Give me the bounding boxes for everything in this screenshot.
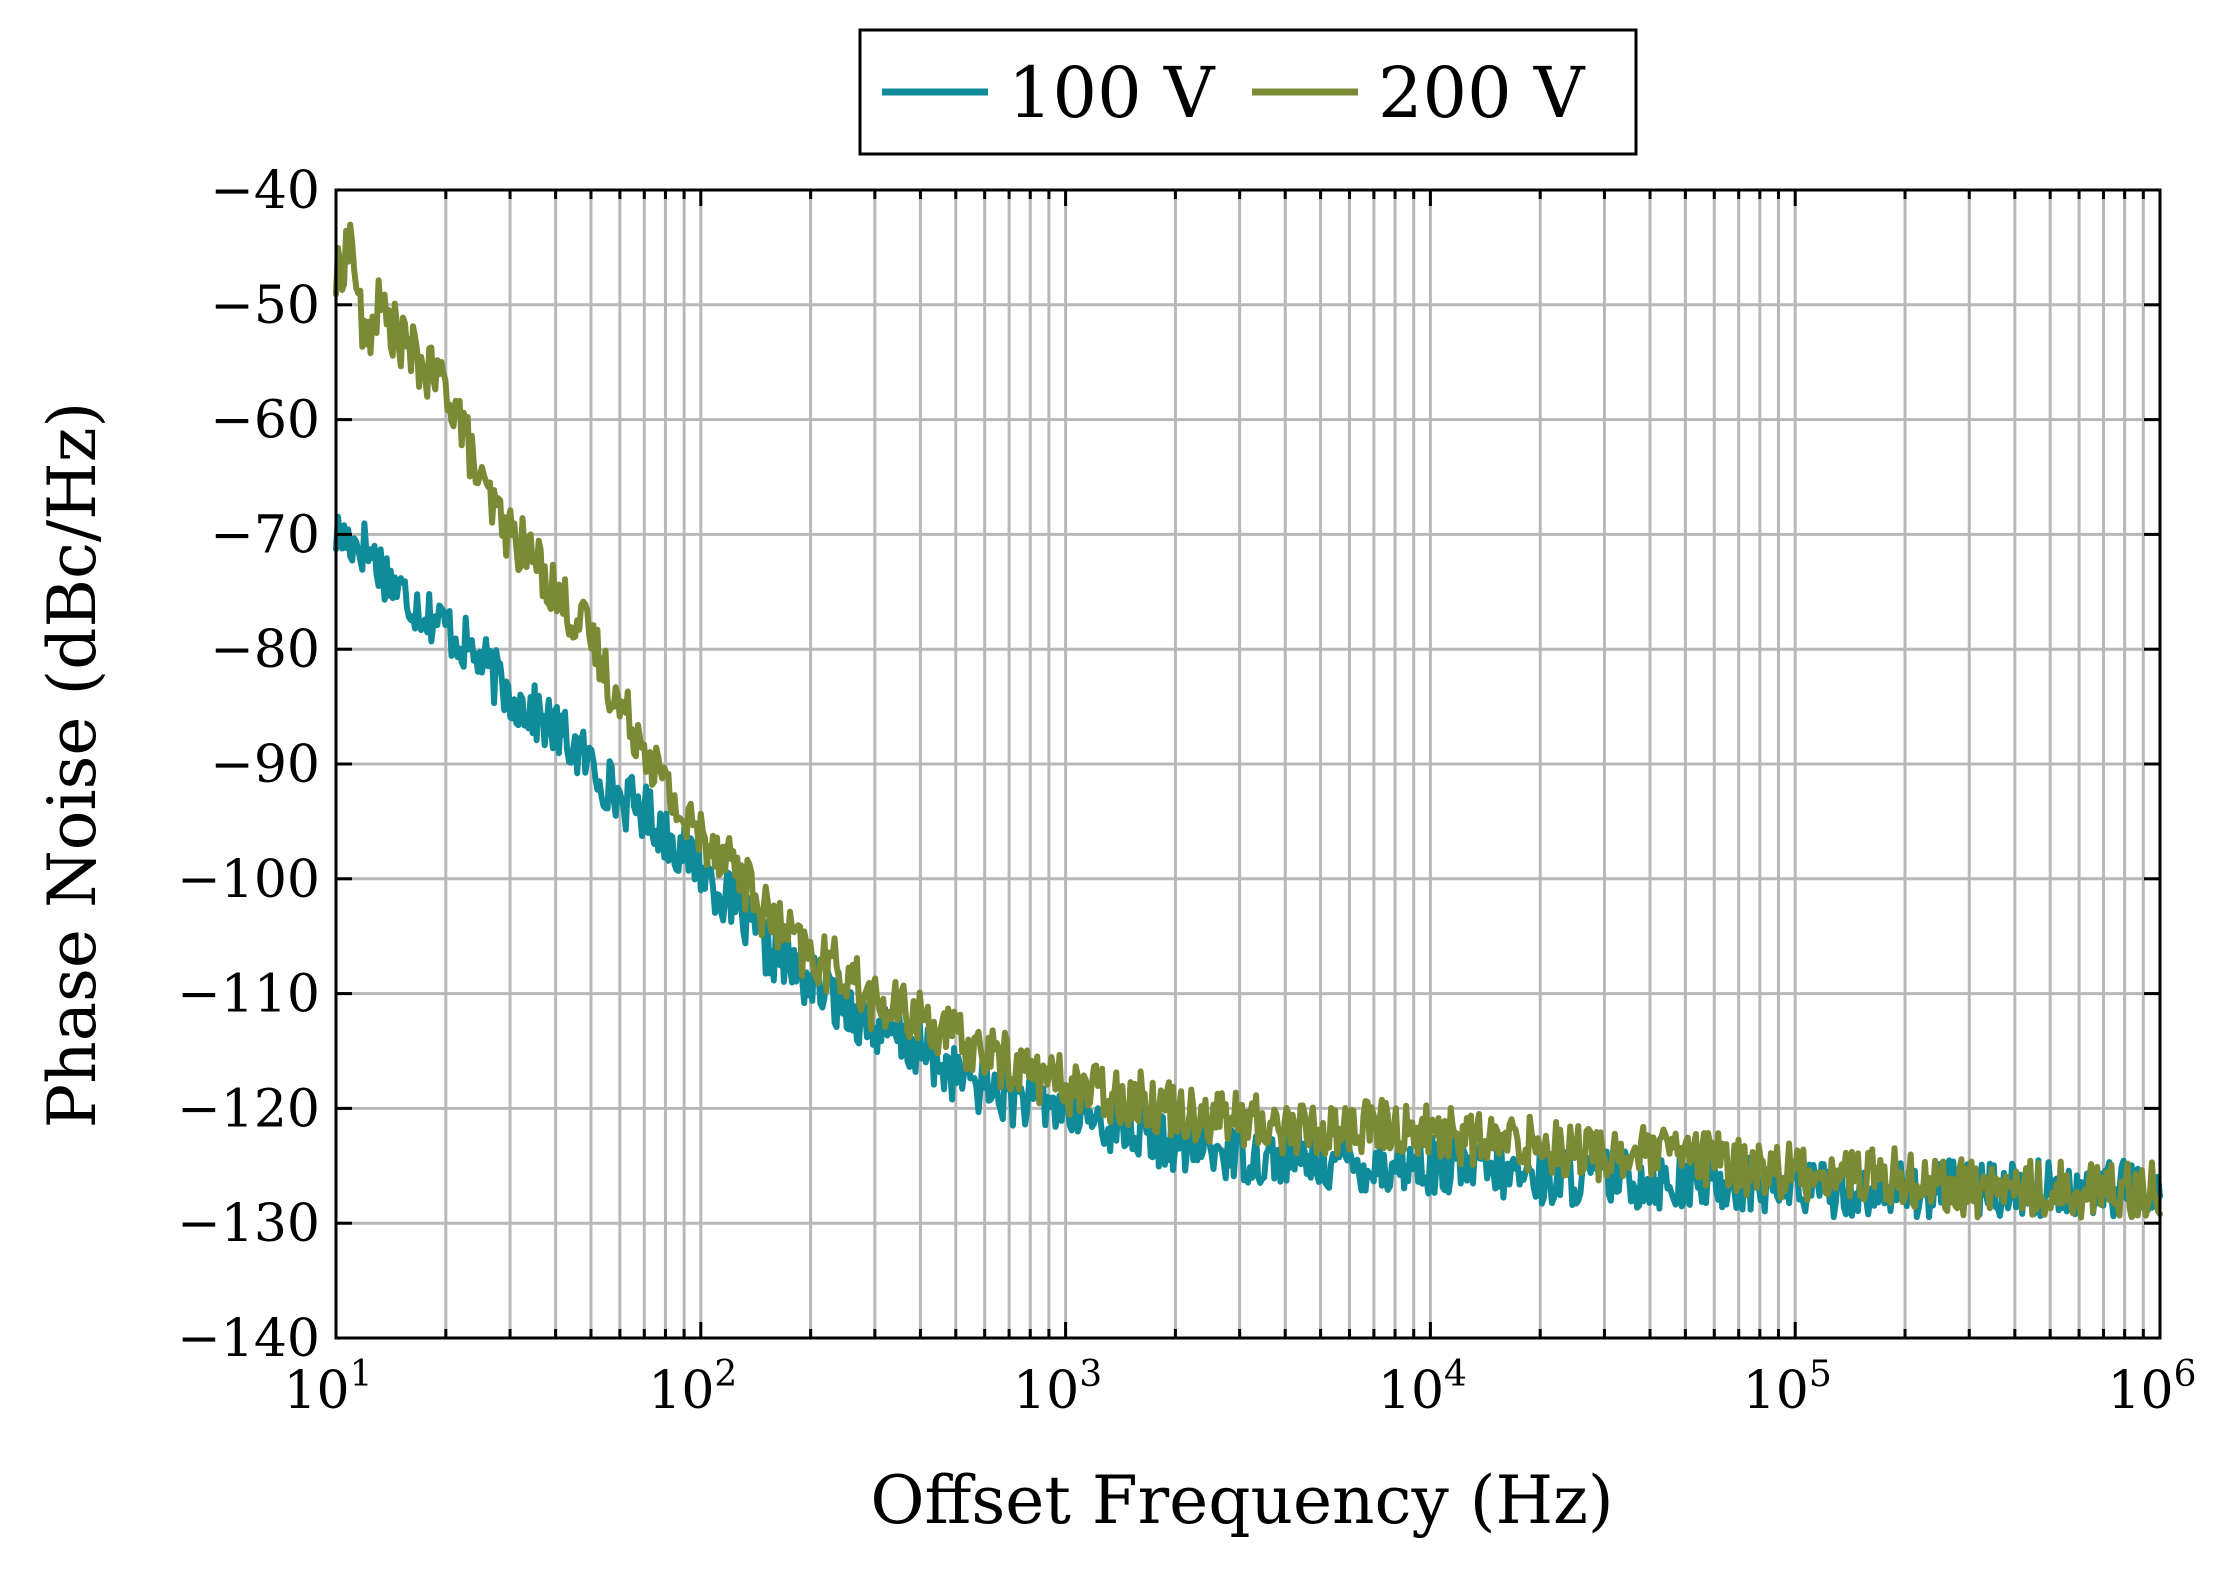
legend-box [858, 28, 1638, 156]
y-tick-label: −110 [177, 965, 320, 1025]
y-tick-label: −60 [210, 391, 320, 451]
legend: 100 V 200 V [858, 28, 1638, 156]
x-tick-label: 102 [648, 1354, 737, 1421]
y-tick-label: −70 [210, 505, 320, 565]
y-tick-label: −90 [210, 735, 320, 795]
y-axis-title: Phase Noise (dBc/Hz) [34, 402, 111, 1128]
legend-label-200v: 200 V [1378, 52, 1586, 134]
y-tick-label: −80 [210, 620, 320, 680]
x-tick-label: 104 [1378, 1354, 1467, 1421]
x-tick-label: 105 [1743, 1354, 1832, 1421]
y-tick-label: −100 [177, 850, 320, 910]
tick-marks [334, 188, 2160, 1340]
y-tick-labels: −40 −50 −60 −70 −80 −90 −100 −110 −120 −130 −140 [177, 161, 320, 1369]
x-tick-label: 101 [283, 1354, 372, 1421]
x-tick-label: 103 [1013, 1354, 1102, 1421]
x-tick-labels: 101 102 103 104 105 106 [283, 1354, 2196, 1421]
y-tick-label: −140 [177, 1309, 320, 1369]
y-tick-label: −50 [210, 276, 320, 336]
y-tick-label: −40 [210, 161, 320, 221]
x-axis-title: Offset Frequency (Hz) [870, 1462, 1613, 1539]
y-tick-label: −120 [177, 1079, 320, 1139]
y-tick-label: −130 [177, 1194, 320, 1254]
series-line-100v [333, 513, 2163, 1221]
x-tick-label: 106 [2107, 1354, 2196, 1421]
series-line-200v [333, 221, 2163, 1221]
legend-label-100v: 100 V [1008, 52, 1216, 134]
series-layer [333, 221, 2163, 1221]
